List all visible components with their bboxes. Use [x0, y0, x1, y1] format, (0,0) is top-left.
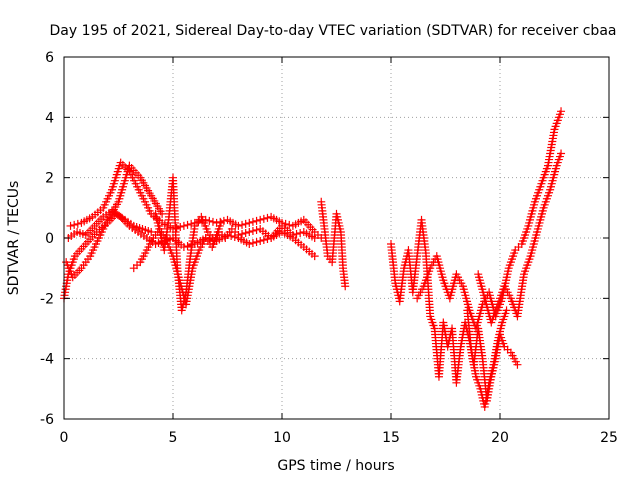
data-point — [245, 227, 254, 236]
x-tick-label: 0 — [60, 430, 69, 446]
data-point — [341, 282, 350, 291]
data-point — [227, 231, 236, 240]
data-point — [238, 229, 247, 238]
y-tick-label: -4 — [40, 352, 54, 368]
data-point — [310, 234, 319, 242]
marks-layer — [60, 107, 566, 411]
data-point — [256, 215, 265, 224]
data-point — [259, 236, 268, 245]
data-point — [557, 149, 566, 158]
data-point — [183, 242, 192, 251]
data-point — [502, 306, 511, 315]
data-point — [513, 360, 522, 369]
data-point — [310, 252, 319, 261]
x-tick-label: 10 — [273, 430, 291, 446]
data-point — [66, 221, 75, 230]
x-axis-label: GPS time / hours — [277, 458, 394, 474]
y-tick-label: 4 — [45, 110, 54, 126]
data-point — [248, 226, 257, 235]
data-point — [281, 219, 290, 228]
data-point — [234, 230, 243, 239]
y-axis-label: SDTVAR / TECUs — [6, 181, 22, 296]
data-point — [234, 221, 243, 230]
data-point — [245, 218, 254, 227]
data-point — [179, 221, 188, 230]
data-point — [241, 228, 250, 237]
data-point — [194, 217, 203, 226]
data-point — [241, 219, 250, 228]
data-point — [176, 222, 185, 231]
data-point — [216, 218, 225, 227]
y-tick-label: 6 — [45, 50, 54, 66]
data-point — [288, 230, 297, 239]
x-tick-label: 15 — [382, 430, 400, 446]
data-point — [252, 216, 261, 225]
data-point — [187, 219, 196, 228]
data-point — [557, 107, 566, 116]
y-tick-label: 0 — [45, 231, 54, 247]
data-point — [259, 214, 268, 223]
data-point — [205, 216, 214, 225]
data-point — [208, 217, 217, 226]
data-point — [248, 239, 257, 248]
y-tick-label: -2 — [40, 291, 54, 307]
data-point — [263, 235, 272, 244]
y-tick-label: -6 — [40, 412, 54, 428]
data-point — [172, 223, 181, 232]
data-point — [245, 240, 254, 249]
data-point — [252, 238, 261, 247]
data-point — [248, 217, 257, 226]
chart-title: Day 195 of 2021, Sidereal Day-to-day VTE… — [50, 23, 617, 39]
data-point — [292, 229, 301, 238]
y-tick-label: 2 — [45, 171, 54, 187]
data-point — [70, 220, 79, 229]
data-point — [252, 225, 261, 234]
x-tick-label: 20 — [491, 430, 509, 446]
data-point — [73, 219, 82, 228]
data-point — [179, 243, 188, 252]
data-point — [256, 237, 265, 246]
x-tick-label: 25 — [600, 430, 618, 446]
data-point — [238, 220, 247, 229]
data-point — [183, 220, 192, 229]
x-tick-label: 5 — [169, 430, 178, 446]
